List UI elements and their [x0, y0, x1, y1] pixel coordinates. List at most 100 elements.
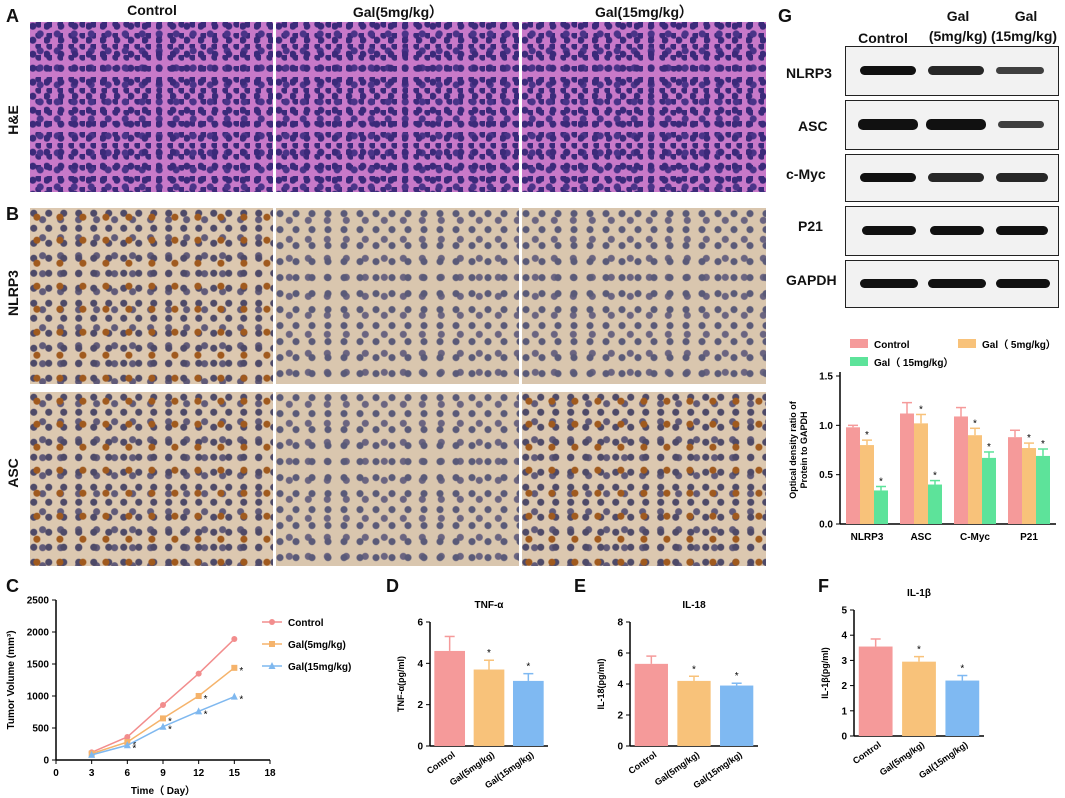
y-tick-label: 500	[32, 724, 49, 735]
bar	[858, 646, 893, 736]
blot-col-gal5-line1: Gal	[946, 8, 970, 24]
data-point	[124, 733, 131, 740]
legend-label: Gal（ 5mg/kg）	[982, 338, 1056, 351]
y-axis-label: IL-1β(pg/ml)	[820, 647, 830, 699]
x-axis-label: Time（ Day）	[131, 784, 195, 797]
significance-mark: *	[132, 740, 136, 751]
x-tick-label: Gal(15mg/kg)	[917, 739, 969, 780]
densitometry-bar-chart: Control Gal（ 5mg/kg） Gal（ 15mg/kg） 0.0 0.5 1.…	[788, 338, 1056, 543]
bar	[434, 650, 466, 746]
nlrp3-image-gal5	[276, 208, 519, 384]
y-tick-label: 6	[417, 618, 423, 629]
y-tick-label: 2500	[27, 596, 50, 607]
significance-mark: *	[960, 664, 964, 675]
data-point	[230, 692, 238, 700]
legend-marker	[269, 641, 275, 647]
bar	[634, 663, 668, 746]
blot-strip-p21	[845, 206, 1059, 256]
y-tick-label: 8	[617, 618, 623, 629]
x-tick-label: 15	[229, 768, 241, 779]
legend-label: Gal(15mg/kg)	[288, 662, 351, 673]
blot-band	[928, 279, 986, 288]
data-point	[231, 636, 238, 643]
x-tick-label: 6	[125, 768, 131, 779]
histology-row-he: H&E	[5, 105, 21, 135]
significance-mark: *	[239, 695, 243, 706]
significance-mark: *	[987, 442, 991, 453]
x-tick-label: ASC	[910, 532, 931, 543]
tumor-volume-line-chart: 0 500 1000 1500 2000 2500 0 3 6 9 12 15 18 Time（ Day）…	[6, 596, 351, 798]
bar	[914, 423, 928, 524]
bar	[512, 680, 544, 746]
significance-mark: *	[132, 743, 136, 754]
x-tick-label: 12	[193, 768, 205, 779]
legend-label: Gal（ 15mg/kg）	[874, 356, 953, 369]
y-axis-label-line1: Optical density ratio of	[788, 400, 798, 499]
bar	[928, 484, 942, 524]
y-axis-label: TNF-α(pg/ml)	[396, 656, 406, 712]
blot-band	[860, 66, 916, 75]
significance-mark: *	[879, 477, 883, 488]
bar	[982, 457, 996, 524]
asc-image-control	[30, 392, 273, 566]
blot-band	[998, 121, 1044, 128]
significance-mark: *	[168, 725, 172, 736]
y-tick-label: 1500	[27, 660, 50, 671]
nlrp3-image-control	[30, 208, 273, 384]
bar	[902, 661, 936, 736]
panel-label-a: A	[6, 6, 19, 26]
significance-mark: *	[865, 430, 869, 441]
x-tick-label: NLRP3	[851, 532, 884, 543]
blot-strip-gapdh	[845, 260, 1059, 308]
bar	[720, 685, 754, 746]
bar	[1036, 455, 1050, 524]
y-tick-label: 0	[43, 756, 49, 767]
y-tick-label: 1.0	[819, 421, 833, 432]
blot-band	[996, 279, 1050, 288]
y-tick-label: 4	[841, 631, 847, 642]
significance-mark: *	[526, 662, 530, 673]
x-tick-label: Control	[425, 749, 457, 776]
panel-label-g: G	[778, 6, 793, 26]
il1beta-bar-chart: IL-1β012345IL-1β(pg/ml)Control*Gal(5mg/k…	[820, 588, 984, 780]
blot-band	[996, 226, 1048, 235]
y-tick-label: 0	[417, 742, 423, 753]
blot-band	[862, 226, 916, 235]
legend-label: Control	[874, 340, 910, 351]
y-tick-label: 4	[617, 680, 623, 691]
data-point	[195, 693, 202, 699]
blot-col-control: Control	[858, 30, 908, 46]
asc-image-gal5	[276, 392, 519, 566]
blot-strip-asc	[845, 100, 1059, 150]
data-point	[123, 741, 131, 749]
series-line	[91, 638, 235, 754]
bar	[860, 445, 874, 524]
asc-image-gal15	[522, 392, 766, 566]
blot-band	[996, 173, 1048, 182]
data-point	[159, 722, 167, 730]
y-tick-label: 5	[841, 606, 847, 617]
data-point	[160, 701, 166, 708]
tnf-alpha-bar-chart: TNF-α0246TNF-α(pg/ml)Control*Gal(5mg/kg)…	[396, 600, 548, 790]
chart-title: IL-1β	[907, 588, 931, 599]
histology-row-nlrp3: NLRP3	[5, 270, 21, 316]
bar	[900, 413, 914, 524]
legend-marker	[269, 619, 275, 625]
chart-title: TNF-α	[475, 600, 505, 611]
histology-col-gal5: Gal(5mg/kg）	[352, 4, 444, 20]
x-tick-label: Control	[851, 739, 883, 766]
y-tick-label: 3	[841, 656, 847, 667]
y-tick-label: 1000	[27, 692, 50, 703]
y-tick-label: 1	[841, 706, 847, 717]
bar	[874, 490, 888, 524]
y-axis-label: IL-18(pg/ml)	[596, 658, 606, 709]
panel-label-e: E	[574, 576, 587, 596]
y-tick-label: 2000	[27, 628, 50, 639]
blot-band	[930, 226, 984, 235]
he-image-control	[30, 22, 273, 192]
histology-row-asc: ASC	[5, 458, 21, 488]
panel-label-d: D	[386, 576, 399, 596]
blot-label-nlrp3: NLRP3	[786, 65, 832, 81]
significance-mark: *	[933, 471, 937, 482]
significance-mark: *	[204, 694, 208, 705]
